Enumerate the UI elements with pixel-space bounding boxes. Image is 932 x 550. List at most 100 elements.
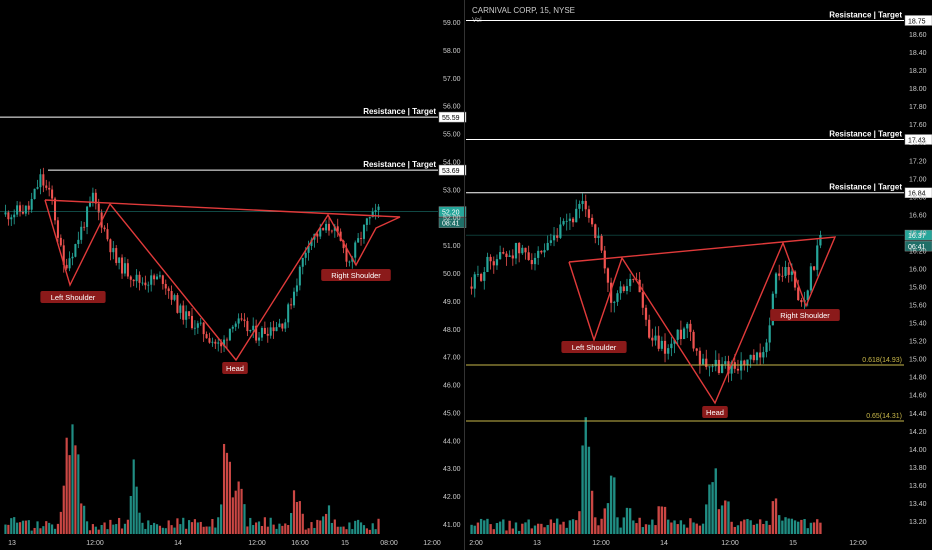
left-candle-body xyxy=(217,342,220,344)
left-neckline-pattern[interactable] xyxy=(44,199,401,362)
right-volume-bar xyxy=(565,527,568,534)
left-volume-bar xyxy=(106,529,109,534)
left-candle-body xyxy=(295,285,298,292)
left-volume-bar xyxy=(83,505,86,534)
left-volume-bar xyxy=(56,523,60,534)
right-volume-bar xyxy=(647,524,651,534)
left-candle-body xyxy=(260,327,263,338)
left-volume-bar xyxy=(13,517,16,534)
left-candle-body xyxy=(322,228,325,231)
right-volume-bar xyxy=(720,505,724,534)
right-price-tick-label: 14.80 xyxy=(909,375,927,382)
left-candle-body xyxy=(365,218,368,225)
left-candle-body xyxy=(220,342,223,347)
left-candle-body xyxy=(13,214,16,218)
right-resistance-badge-text: 18.75 xyxy=(908,18,926,25)
right-volume-bar xyxy=(755,523,759,534)
left-candle-body xyxy=(4,212,7,215)
left-candle-body xyxy=(199,322,202,324)
left-volume-bar xyxy=(281,525,284,534)
left-candle-body xyxy=(316,233,319,237)
left-volume-bar xyxy=(237,481,240,534)
left-resistance-lines: Resistance | Target 55.59 Resistance | Tar… xyxy=(0,107,467,228)
left-volume-bar xyxy=(33,527,36,534)
right-candle-body xyxy=(543,250,546,253)
right-volume-bar xyxy=(778,515,781,534)
right-volume-bar xyxy=(727,501,730,534)
right-candle-body xyxy=(473,274,476,289)
left-candle-body xyxy=(234,323,237,327)
right-volume-bar xyxy=(768,524,771,534)
left-volume-bar xyxy=(48,522,51,534)
right-volume-bar xyxy=(819,522,822,534)
right-volume-bar xyxy=(625,507,629,534)
left-volume-bar xyxy=(316,519,319,534)
right-candle-body xyxy=(724,361,727,365)
right-candle-body xyxy=(819,235,822,246)
left-volume-bar xyxy=(336,526,339,534)
right-price-tick-label: 13.80 xyxy=(909,465,927,472)
right-time-tick-label: 2:00 xyxy=(469,540,483,547)
right-candle-body xyxy=(537,250,540,258)
right-time-tick-label: 14 xyxy=(660,540,668,547)
right-time-axis[interactable]: 2:00 13 12:00 14 12:00 15 12:00 xyxy=(469,540,867,547)
left-price-tick-label: 42.00 xyxy=(443,494,461,501)
left-volume-bar xyxy=(290,512,293,534)
right-candle-body xyxy=(676,329,679,340)
left-volume-bar xyxy=(359,522,363,534)
right-volume-bar xyxy=(695,523,698,534)
right-volume-bar xyxy=(809,522,813,534)
right-candle-body xyxy=(584,200,587,210)
right-volume-bars xyxy=(470,417,822,534)
left-volume-bar xyxy=(51,524,54,534)
right-candle-body xyxy=(644,307,648,320)
left-volume-bar xyxy=(71,424,74,534)
right-candle-body xyxy=(746,359,749,365)
left-chart[interactable]: Resistance | Target 55.59 Resistance | Tar… xyxy=(0,20,467,547)
left-resistance-badge xyxy=(438,164,467,176)
left-volume-bar xyxy=(368,529,371,534)
right-volume-bar xyxy=(679,520,683,534)
left-candle-body xyxy=(97,203,100,213)
left-volume-bar xyxy=(53,528,57,534)
left-candle-body xyxy=(109,239,112,253)
left-candle-body xyxy=(284,322,287,329)
right-chart[interactable]: CARNIVAL CORP, 15, NYSE Vol Resistance |… xyxy=(466,6,932,547)
right-neckline-pattern[interactable] xyxy=(568,236,837,405)
left-shoulder-tag-text: Left Shoulder xyxy=(51,293,96,302)
right-volume-bar xyxy=(606,503,610,534)
right-volume-bar xyxy=(632,520,635,534)
left-volume-bar xyxy=(362,525,366,534)
left-price-axis[interactable]: 59.00 58.00 57.00 56.00 55.00 54.00 53.00 52.00… xyxy=(443,20,461,529)
right-candle-body xyxy=(660,340,663,349)
left-volume-bar xyxy=(348,522,351,534)
right-volume-bar xyxy=(483,520,486,534)
left-head-shoulders-pattern: Left Shoulder Head Right Shoulder xyxy=(40,199,401,374)
right-candle-body xyxy=(654,335,657,341)
right-volume-bar xyxy=(635,523,638,534)
left-candle-body xyxy=(59,237,62,246)
left-resistance-label: Resistance | Target xyxy=(363,107,436,116)
right-price-axis[interactable]: 18.60 18.40 18.20 18.00 17.80 17.60 17.40 17.20… xyxy=(909,32,927,526)
left-volume-bar xyxy=(65,437,68,534)
left-candle-body xyxy=(272,327,275,332)
right-volume-bar xyxy=(473,525,476,534)
left-volume-bar xyxy=(138,512,141,534)
right-volume-bar xyxy=(651,519,654,534)
left-volume-bar xyxy=(287,525,290,534)
left-candle-body xyxy=(287,304,290,323)
left-candle-body xyxy=(266,333,269,336)
left-candle-body xyxy=(62,245,65,265)
right-volume-bar xyxy=(609,475,613,534)
left-resistance-badge-text: 53.69 xyxy=(442,168,460,175)
left-volume-bar xyxy=(199,521,202,534)
right-candle-body xyxy=(727,361,730,374)
right-volume-bar xyxy=(701,523,705,534)
right-candle-body xyxy=(594,224,597,238)
left-volume-bar xyxy=(42,526,45,534)
right-price-tick-label: 14.60 xyxy=(909,393,927,400)
left-time-axis[interactable]: 13 12:00 14 12:00 16:00 15 08:00 12:00 xyxy=(8,540,441,547)
right-volume-bar xyxy=(663,506,667,534)
right-candle-body xyxy=(479,273,483,281)
right-candle-body xyxy=(670,343,673,349)
